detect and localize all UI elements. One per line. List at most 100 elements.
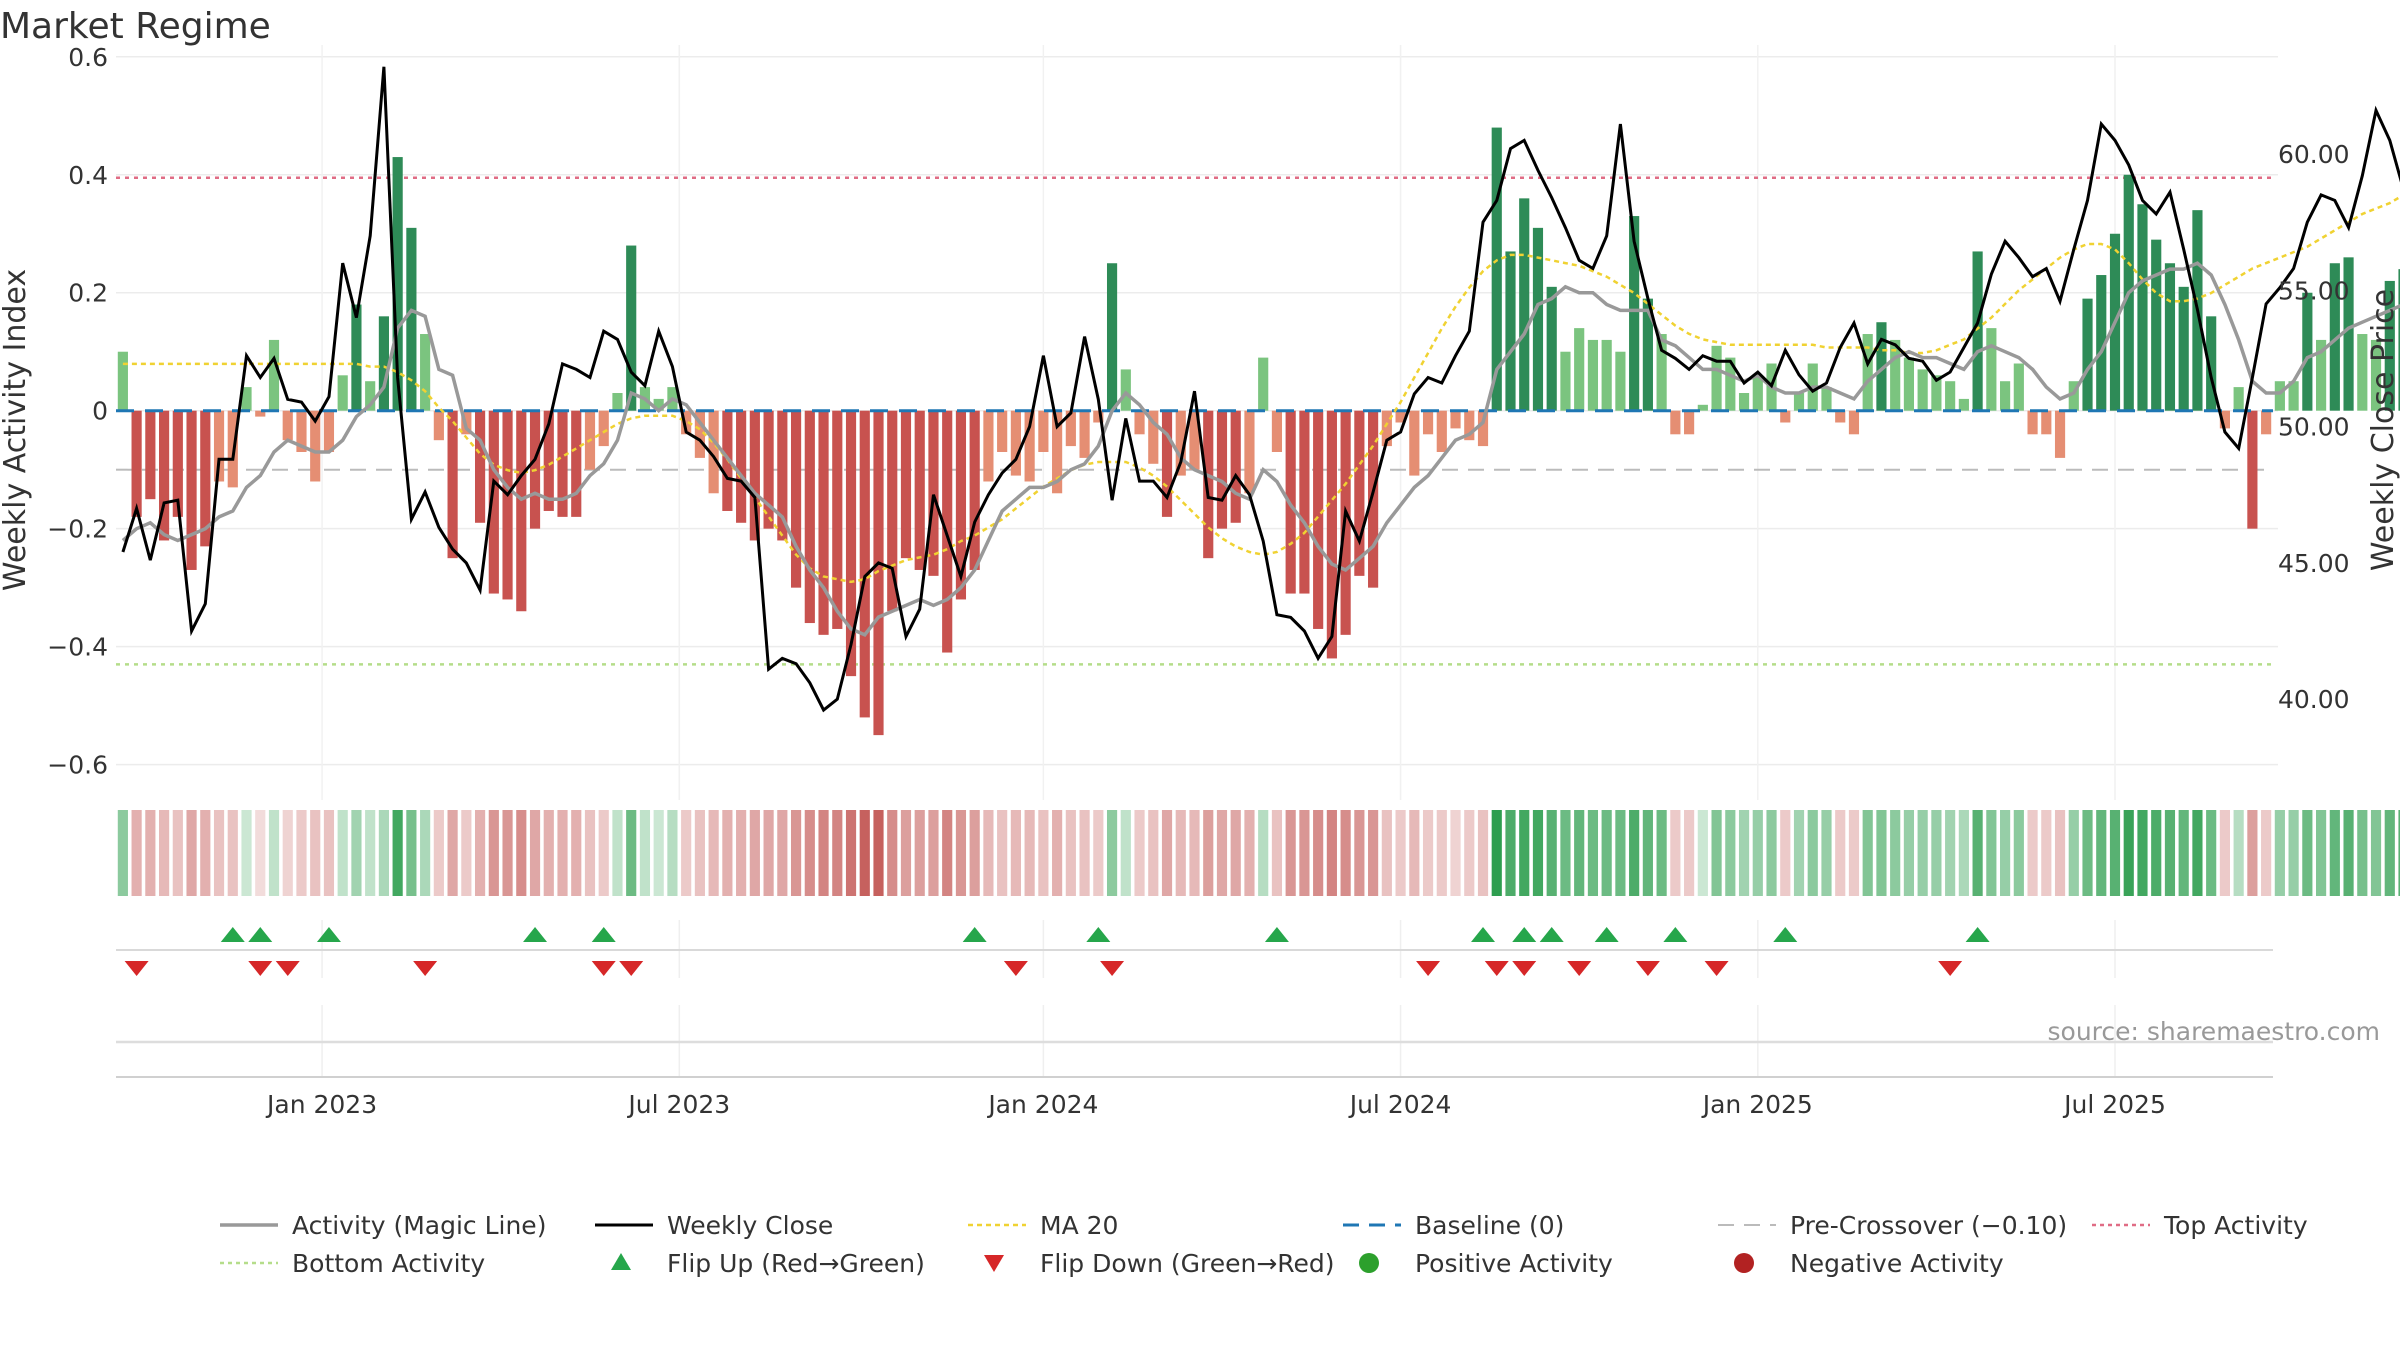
- regime-strip-cell: [1271, 810, 1283, 896]
- flip-down-marker: [248, 961, 273, 976]
- regime-strip-cell: [736, 810, 747, 896]
- regime-strip-cell: [887, 810, 898, 896]
- regime-strip-cell: [2398, 810, 2400, 896]
- regime-strip-cell: [1093, 810, 1104, 896]
- regime-strip-cell: [1450, 810, 1461, 896]
- activity-bar: [763, 410, 774, 529]
- activity-bar: [2261, 410, 2272, 435]
- activity-bar: [365, 381, 376, 411]
- flip-down-marker: [1484, 961, 1509, 976]
- flip-up-marker: [1086, 927, 1111, 942]
- regime-strip-cell: [2192, 810, 2203, 896]
- activity-bar: [1203, 410, 1214, 559]
- regime-strip-cell: [365, 810, 376, 896]
- flip-down-marker: [1003, 961, 1028, 976]
- activity-bar: [488, 410, 499, 594]
- right-tick-label: 50.00: [2278, 413, 2350, 442]
- flip-down-marker: [1416, 961, 1441, 976]
- activity-bar: [255, 410, 266, 417]
- regime-strip-cell: [2302, 810, 2313, 896]
- legend-label: Flip Up (Red→Green): [667, 1249, 925, 1278]
- regime-strip-cell: [900, 810, 912, 896]
- activity-bar: [2233, 387, 2244, 411]
- activity-bar: [2027, 410, 2038, 435]
- activity-bar: [186, 410, 197, 570]
- activity-bar: [1422, 410, 1434, 435]
- regime-strip-cell: [1052, 810, 1063, 896]
- regime-strip-cell: [1436, 810, 1447, 896]
- activity-bar: [2370, 339, 2382, 411]
- regime-strip-cell: [777, 810, 788, 896]
- activity-bar: [392, 157, 403, 411]
- activity-bar: [1697, 404, 1708, 411]
- regime-strip-cell: [2329, 810, 2340, 896]
- regime-strip-cell: [1780, 810, 1791, 896]
- activity-bar: [2316, 339, 2327, 411]
- activity-bar: [1038, 410, 1049, 452]
- activity-bar: [1958, 398, 1969, 411]
- activity-bar: [914, 410, 925, 570]
- chart-title: Market Regime: [0, 6, 271, 47]
- regime-strip-cell: [1216, 810, 1228, 896]
- activity-bar: [1532, 227, 1544, 411]
- right-tick-label: 45.00: [2278, 549, 2350, 578]
- regime-strip-cell: [1972, 810, 1983, 896]
- activity-bar: [1780, 410, 1791, 423]
- flip-down-marker: [275, 961, 300, 976]
- activity-bar: [1574, 328, 1585, 411]
- activity-bars: [116, 127, 2400, 736]
- regime-strip-cell: [1189, 810, 1200, 896]
- regime-strip-cell: [1629, 810, 1640, 896]
- activity-bar: [1931, 375, 1942, 411]
- regime-strip-cell: [172, 810, 183, 896]
- activity-bar: [1615, 351, 1626, 411]
- activity-bar: [1326, 410, 1337, 659]
- activity-bar: [749, 410, 760, 541]
- regime-strip-cell: [1464, 810, 1475, 896]
- regime-strip-cell: [255, 810, 266, 896]
- flip-up-marker: [1965, 927, 1990, 942]
- activity-bar: [1876, 322, 1887, 411]
- regime-strip-cell: [1313, 810, 1324, 896]
- ma20-line: [122, 195, 2400, 584]
- activity-bar: [1395, 410, 1406, 423]
- activity-bar: [777, 410, 788, 541]
- regime-strip-cell: [1931, 810, 1942, 896]
- activity-bar: [1546, 286, 1557, 411]
- regime-strip-cell: [145, 810, 156, 896]
- regime-strip-cell: [626, 810, 637, 896]
- activity-bar: [1065, 410, 1076, 447]
- activity-bar: [1835, 410, 1846, 423]
- activity-bar: [420, 334, 431, 411]
- legend-label: Bottom Activity: [292, 1249, 485, 1278]
- regime-strip-cell: [942, 810, 953, 896]
- flip-up-marker: [523, 927, 548, 942]
- regime-strip-cell: [2219, 810, 2230, 896]
- flip-up-marker: [591, 927, 616, 942]
- regime-strip-cell: [1161, 810, 1173, 896]
- legend-negative-dot: [1734, 1253, 1754, 1273]
- regime-strip-cell: [928, 810, 939, 896]
- legend-label: Activity (Magic Line): [292, 1211, 546, 1240]
- regime-strip-cell: [1079, 810, 1090, 896]
- regime-strip-cell: [1615, 810, 1626, 896]
- activity-bar: [1519, 198, 1530, 411]
- regime-strip-cell: [1917, 810, 1928, 896]
- regime-strip-cell: [1725, 810, 1736, 896]
- regime-strip-cell: [1697, 810, 1708, 896]
- regime-strip-cell: [1945, 810, 1956, 896]
- regime-strip-cell: [612, 810, 623, 896]
- regime-strip-cell: [1134, 810, 1145, 896]
- legend-label: Top Activity: [2163, 1211, 2308, 1240]
- activity-bar: [598, 410, 609, 447]
- source-note: source: sharemaestro.com: [2048, 1017, 2381, 1046]
- regime-strip-cell: [268, 810, 280, 896]
- regime-strip-cell: [1656, 810, 1667, 896]
- activity-bar: [804, 410, 815, 624]
- activity-bar: [612, 393, 623, 411]
- regime-strip-cell: [1024, 810, 1035, 896]
- activity-bar: [1381, 410, 1392, 447]
- left-tick-label: −0.4: [47, 633, 108, 662]
- activity-bar: [681, 410, 692, 435]
- activity-bar: [1436, 410, 1447, 452]
